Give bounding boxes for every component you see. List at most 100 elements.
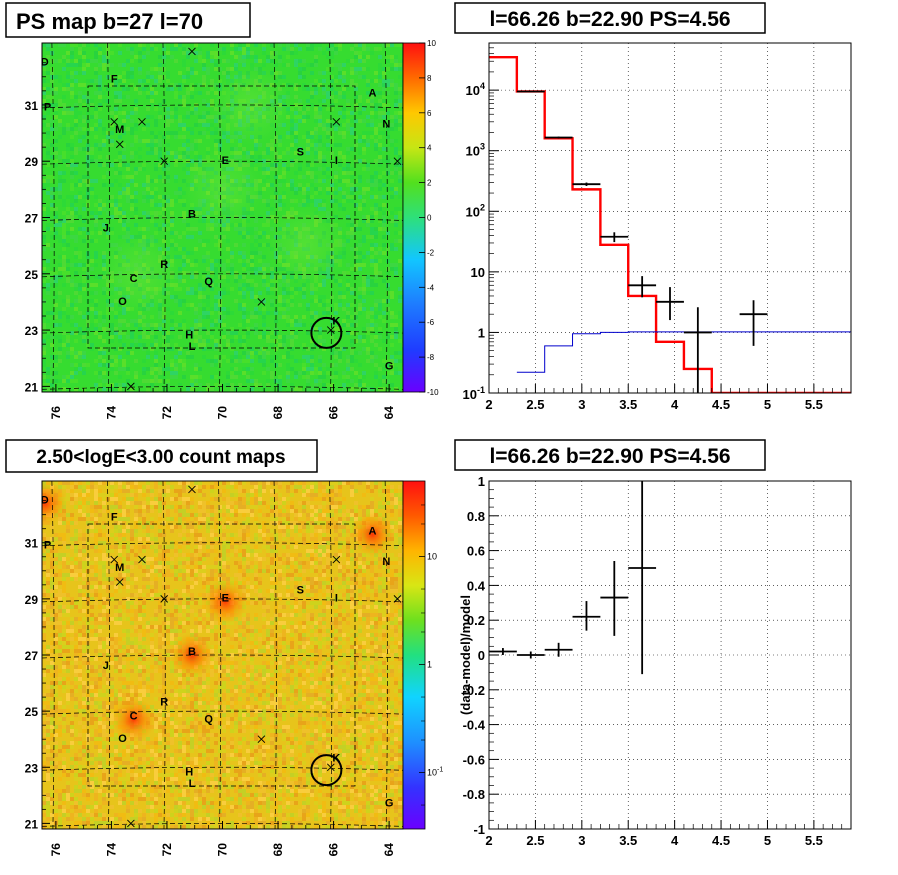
noise-cell bbox=[398, 179, 402, 183]
noise-cell bbox=[346, 163, 350, 167]
noise-cell bbox=[146, 175, 150, 179]
noise-cell bbox=[310, 147, 314, 151]
noise-cell bbox=[166, 339, 170, 343]
noise-cell bbox=[362, 187, 366, 191]
noise-cell bbox=[42, 537, 46, 541]
noise-cell bbox=[210, 283, 214, 287]
noise-cell bbox=[362, 67, 366, 71]
noise-cell bbox=[362, 147, 366, 151]
noise-cell bbox=[174, 155, 178, 159]
noise-cell bbox=[130, 549, 134, 553]
noise-cell bbox=[50, 71, 54, 75]
noise-cell bbox=[62, 307, 66, 311]
noise-cell bbox=[230, 367, 234, 371]
noise-cell bbox=[218, 239, 222, 243]
noise-cell bbox=[98, 549, 102, 553]
noise-cell bbox=[246, 529, 250, 533]
noise-cell bbox=[50, 79, 54, 83]
noise-cell bbox=[178, 549, 182, 553]
noise-cell bbox=[286, 131, 290, 135]
noise-cell bbox=[186, 155, 190, 159]
noise-cell bbox=[154, 191, 158, 195]
noise-cell bbox=[150, 219, 154, 223]
noise-cell bbox=[350, 67, 354, 71]
noise-cell bbox=[94, 123, 98, 127]
noise-cell bbox=[294, 43, 298, 47]
noise-cell bbox=[70, 79, 74, 83]
noise-cell bbox=[366, 235, 370, 239]
noise-cell bbox=[66, 63, 70, 67]
noise-cell bbox=[50, 335, 54, 339]
noise-cell bbox=[110, 545, 114, 549]
noise-cell bbox=[62, 103, 66, 107]
noise-cell bbox=[386, 59, 390, 63]
colorbar-tick-label: -6 bbox=[427, 318, 435, 327]
noise-cell bbox=[226, 485, 230, 489]
noise-cell bbox=[366, 275, 370, 279]
noise-cell bbox=[274, 191, 278, 195]
noise-cell bbox=[194, 549, 198, 553]
noise-cell bbox=[118, 95, 122, 99]
noise-cell bbox=[126, 501, 130, 505]
noise-cell bbox=[230, 339, 234, 343]
noise-cell bbox=[302, 203, 306, 207]
noise-cell bbox=[190, 383, 194, 387]
noise-cell bbox=[342, 131, 346, 135]
noise-cell bbox=[54, 107, 58, 111]
noise-cell bbox=[366, 223, 370, 227]
noise-cell bbox=[202, 99, 206, 103]
noise-cell bbox=[314, 505, 318, 509]
noise-cell bbox=[234, 331, 238, 335]
noise-cell bbox=[106, 155, 110, 159]
noise-cell bbox=[118, 191, 122, 195]
noise-cell bbox=[370, 95, 374, 99]
noise-cell bbox=[86, 363, 90, 367]
noise-cell bbox=[338, 351, 342, 355]
noise-cell bbox=[354, 43, 358, 47]
noise-cell bbox=[390, 43, 394, 47]
noise-cell bbox=[362, 283, 366, 287]
noise-cell bbox=[138, 545, 142, 549]
noise-cell bbox=[134, 521, 138, 525]
noise-cell bbox=[134, 371, 138, 375]
noise-cell bbox=[310, 387, 314, 391]
noise-cell bbox=[306, 489, 310, 493]
noise-cell bbox=[78, 331, 82, 335]
noise-cell bbox=[118, 99, 122, 103]
noise-cell bbox=[270, 51, 274, 55]
noise-cell bbox=[178, 199, 182, 203]
noise-cell bbox=[370, 259, 374, 263]
noise-cell bbox=[54, 59, 58, 63]
noise-cell bbox=[306, 501, 310, 505]
noise-cell bbox=[98, 63, 102, 67]
noise-cell bbox=[322, 501, 326, 505]
noise-cell bbox=[42, 327, 46, 331]
noise-cell bbox=[262, 243, 266, 247]
noise-cell bbox=[94, 383, 98, 387]
noise-cell bbox=[114, 363, 118, 367]
noise-cell bbox=[198, 525, 202, 529]
noise-cell bbox=[358, 195, 362, 199]
noise-cell bbox=[98, 355, 102, 359]
noise-cell bbox=[226, 267, 230, 271]
noise-cell bbox=[318, 521, 322, 525]
noise-cell bbox=[246, 545, 250, 549]
noise-cell bbox=[46, 371, 50, 375]
noise-cell bbox=[218, 303, 222, 307]
noise-cell bbox=[350, 331, 354, 335]
noise-cell bbox=[318, 47, 322, 51]
y-tick-label: 23 bbox=[25, 324, 39, 338]
noise-cell bbox=[74, 299, 78, 303]
noise-cell bbox=[222, 355, 226, 359]
noise-cell bbox=[398, 485, 402, 489]
noise-cell bbox=[326, 497, 330, 501]
noise-cell bbox=[274, 51, 278, 55]
noise-cell bbox=[306, 367, 310, 371]
noise-cell bbox=[258, 489, 262, 493]
noise-cell bbox=[206, 331, 210, 335]
noise-cell bbox=[166, 347, 170, 351]
noise-cell bbox=[58, 155, 62, 159]
noise-cell bbox=[242, 501, 246, 505]
noise-cell bbox=[202, 67, 206, 71]
